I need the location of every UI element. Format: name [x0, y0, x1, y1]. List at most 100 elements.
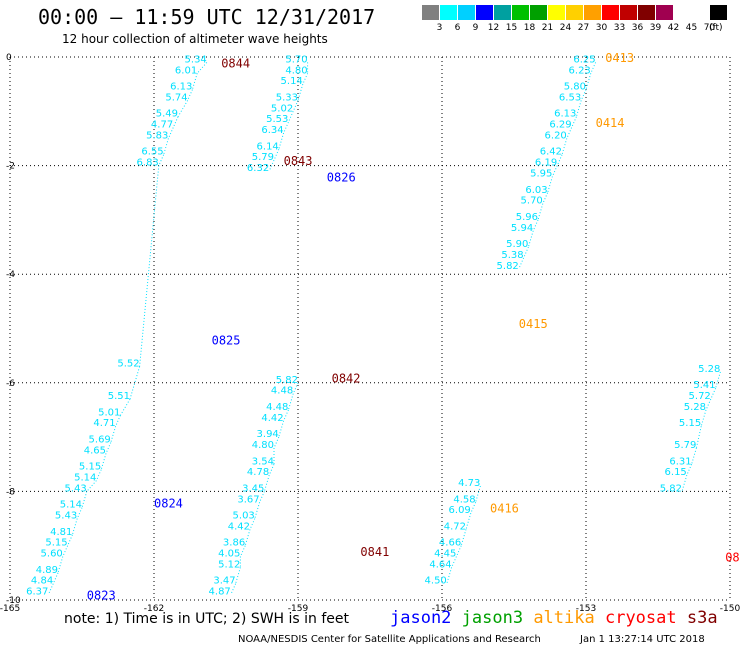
x-tick-label: -156: [432, 604, 453, 614]
track-path: [590, 62, 597, 74]
legend-swatch: [602, 5, 619, 20]
swh-value: 4.78: [247, 467, 269, 478]
satellite-jason3: jason3: [461, 608, 534, 628]
swh-value: 4.64: [429, 559, 451, 570]
pass-time-label: 0842: [332, 371, 361, 385]
x-tick-label: -159: [288, 604, 309, 614]
pass-time-label: 0840: [725, 551, 740, 565]
track-path: [705, 398, 712, 411]
swh-value: 5.80: [564, 82, 586, 93]
swh-value: 6.03: [525, 185, 547, 196]
legend-swatch: [494, 5, 511, 20]
track-path: [566, 127, 573, 139]
y-tick-label: -8: [6, 487, 15, 497]
swh-value: 4.72: [444, 521, 466, 532]
track-path: [62, 545, 69, 557]
swh-value: 5.14: [74, 473, 96, 484]
legend-label: 21: [541, 23, 554, 33]
track-path: [292, 100, 299, 112]
chart-title: 00:00 – 11:59 UTC 12/31/2017: [38, 5, 376, 29]
satellite-legend: jason2 jason3 altika cryosat s3a: [390, 608, 718, 628]
swh-value: 5.12: [218, 559, 240, 570]
swh-value: 5.14: [60, 500, 82, 511]
legend-swatch: [638, 5, 655, 20]
swh-value: 5.43: [65, 483, 87, 494]
legend-swatch: [476, 5, 493, 20]
pass-time-label: 0413: [605, 51, 634, 65]
swh-value: 4.45: [434, 549, 456, 560]
swh-value: 4.42: [261, 413, 283, 424]
satellite-cryosat: cryosat: [604, 608, 687, 628]
track-path: [287, 111, 294, 123]
swh-value: 5.53: [266, 114, 288, 125]
swh-value: 5.49: [156, 109, 178, 120]
swh-value: 5.38: [501, 250, 523, 261]
track-path: [518, 257, 525, 269]
satellite-altika: altika: [533, 608, 605, 628]
swh-value: 3.86: [223, 538, 245, 549]
y-tick-label: -10: [6, 596, 21, 606]
pass-time-label: 0844: [221, 56, 250, 70]
pass-time-label: 0825: [212, 333, 241, 347]
track-path: [249, 518, 256, 530]
track-path: [686, 464, 693, 476]
swh-value: 4.48: [266, 402, 288, 413]
y-tick-label: 0: [6, 53, 12, 63]
legend-label: 18: [523, 23, 536, 33]
track-path: [710, 388, 717, 400]
pass-time-label: 0414: [596, 116, 625, 130]
swh-value: 5.51: [108, 391, 130, 402]
swh-value: 5.02: [271, 103, 293, 114]
track-path: [239, 545, 246, 557]
swh-value: 4.65: [84, 445, 106, 456]
swh-value: 5.43: [55, 511, 77, 522]
swh-value: 4.71: [93, 418, 115, 429]
legend-swatch: [512, 5, 529, 20]
footer-note: note: 1) Time is in UTC; 2) SWH is in fe…: [64, 611, 350, 627]
legend-swatch: [422, 5, 439, 20]
x-tick-label: -150: [720, 604, 740, 614]
pass-time-label: 0843: [284, 154, 313, 168]
pass-time-label: 0824: [154, 496, 183, 510]
track-path: [571, 116, 577, 128]
swh-value: 3.45: [242, 483, 264, 494]
swh-value: 5.52: [117, 359, 139, 370]
swh-value: 6.15: [665, 467, 687, 478]
swh-value: 5.28: [698, 364, 720, 375]
swh-value: 6.13: [170, 82, 192, 93]
swh-value: 3.54: [252, 456, 274, 467]
legend-label: 70: [703, 23, 716, 33]
legend-swatch: [584, 5, 601, 20]
legend-label: 24: [559, 23, 572, 33]
generated-timestamp: Jan 1 13:27:14 UTC 2018: [580, 634, 705, 645]
legend-swatch: [656, 5, 673, 20]
swh-value: 5.33: [276, 92, 298, 103]
swh-value: 5.70: [285, 54, 307, 65]
legend-label: 27: [577, 23, 590, 33]
track-path: [115, 415, 121, 427]
track-path: [542, 192, 549, 204]
legend-swatch: [440, 5, 457, 20]
credit-text: NOAA/NESDIS Center for Satellite Applica…: [238, 634, 541, 645]
swh-value: 4.77: [151, 120, 173, 131]
swh-value: 4.58: [453, 494, 475, 505]
track-path: [52, 572, 59, 584]
swh-value: 6.20: [545, 130, 567, 141]
track-path: [259, 491, 265, 503]
swh-value: 5.79: [252, 152, 274, 163]
swh-value: 6.14: [257, 141, 279, 152]
track-path: [273, 436, 280, 449]
track-path: [76, 507, 83, 519]
swh-value: 4.84: [31, 576, 53, 587]
pass-time-label: 0826: [327, 170, 356, 184]
swh-value: 3.47: [213, 576, 235, 587]
track-path: [268, 464, 275, 476]
swh-value: 4.42: [228, 521, 250, 532]
pass-labels: 0844 0843 0826 0825 0842 0824 0841 0823 0413 0414…: [87, 51, 740, 603]
track-path: [47, 583, 54, 595]
track-path: [302, 73, 309, 85]
swh-value: 5.15: [45, 538, 67, 549]
track-path: [158, 154, 165, 166]
y-tick-label: -4: [6, 270, 15, 280]
pass-time-label: 0415: [519, 317, 548, 331]
